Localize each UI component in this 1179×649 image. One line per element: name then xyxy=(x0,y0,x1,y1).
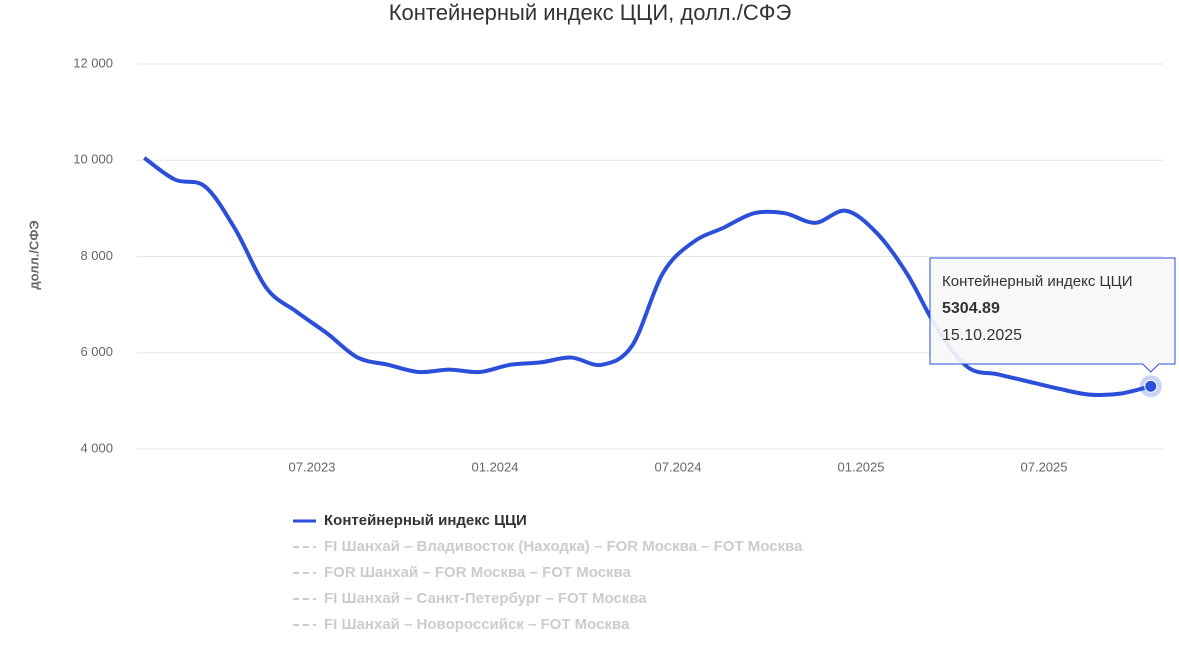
y-tick-label: 4 000 xyxy=(80,440,113,455)
legend-label: FI Шанхай – Владивосток (Находка) – FOR … xyxy=(324,538,803,555)
tooltip-box xyxy=(929,257,1176,373)
x-tick-label: 07.2025 xyxy=(1021,459,1068,474)
chart-title: Контейнерный индекс ЦЦИ, долл./СФЭ xyxy=(389,0,792,25)
x-tick-label: 01.2024 xyxy=(472,459,519,474)
legend-item[interactable]: FI Шанхай – Санкт-Петербург – FOT Москва xyxy=(293,590,647,607)
y-tick-label: 6 000 xyxy=(80,344,113,359)
x-tick-label: 07.2024 xyxy=(655,459,702,474)
x-tick-label: 07.2023 xyxy=(289,459,336,474)
x-tick-label: 01.2025 xyxy=(838,459,885,474)
tooltip-series: Контейнерный индекс ЦЦИ xyxy=(942,273,1133,290)
tooltip-date: 15.10.2025 xyxy=(942,327,1022,344)
tooltip-value: 5304.89 xyxy=(942,300,1000,317)
legend-label: FI Шанхай – Новороссийск – FOT Москва xyxy=(324,616,630,633)
legend-label: FI Шанхай – Санкт-Петербург – FOT Москва xyxy=(324,590,647,607)
y-tick-label: 8 000 xyxy=(80,248,113,263)
point-marker xyxy=(1144,379,1158,393)
legend-item[interactable]: Контейнерный индекс ЦЦИ xyxy=(293,512,527,529)
legend-item[interactable]: FI Шанхай – Владивосток (Находка) – FOR … xyxy=(293,538,803,555)
legend-label: Контейнерный индекс ЦЦИ xyxy=(324,512,527,529)
legend-label: FOR Шанхай – FOR Москва – FOT Москва xyxy=(324,564,632,581)
legend-item[interactable]: FI Шанхай – Новороссийск – FOT Москва xyxy=(293,616,630,633)
line-series xyxy=(143,156,1152,398)
y-tick-label: 10 000 xyxy=(73,152,113,167)
y-tick-label: 12 000 xyxy=(73,55,113,70)
y-axis-title: долл./СФЭ xyxy=(26,220,41,289)
legend-item[interactable]: FOR Шанхай – FOR Москва – FOT Москва xyxy=(293,564,632,581)
